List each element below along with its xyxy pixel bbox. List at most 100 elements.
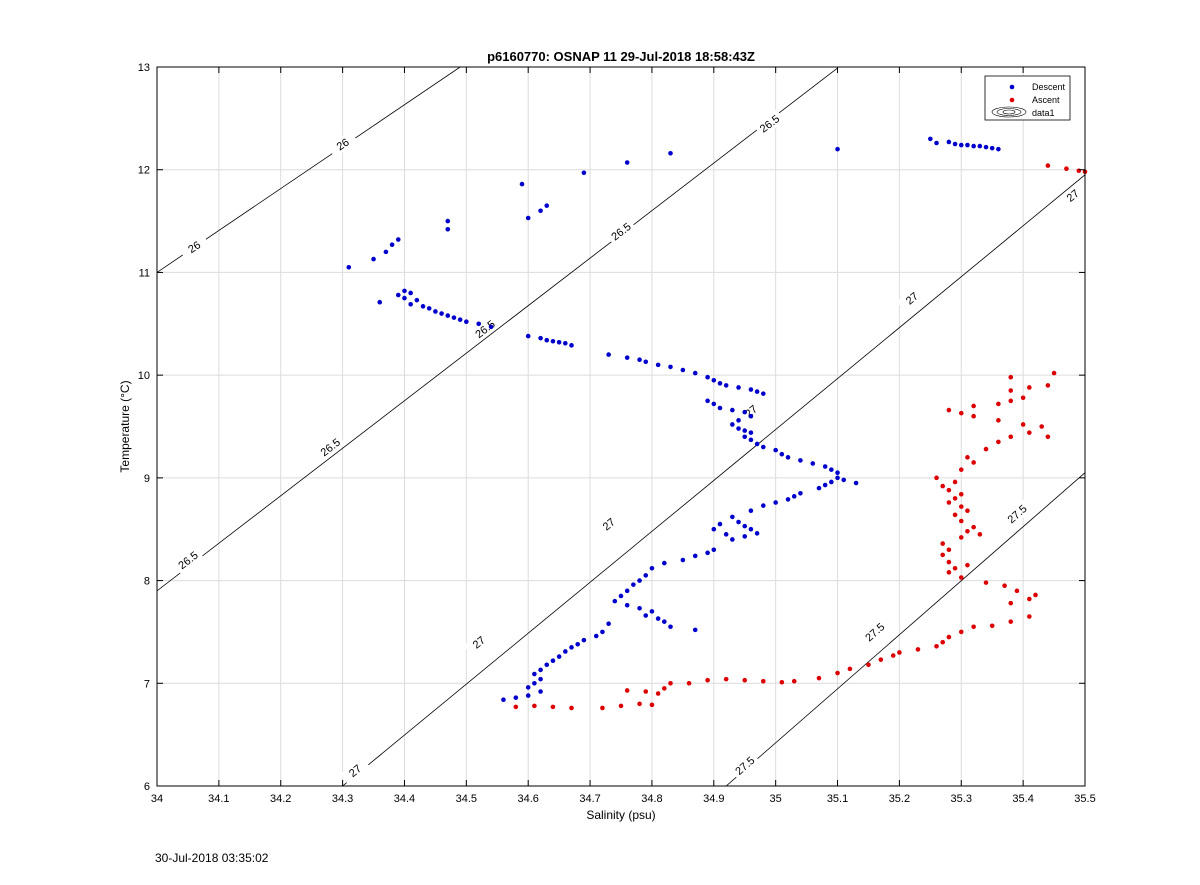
- ascent-point: [958, 467, 964, 472]
- descent-point: [563, 649, 568, 654]
- chart-title: p6160770: OSNAP 11 29-Jul-2018 18:58:43Z: [487, 49, 755, 64]
- descent-point: [680, 557, 686, 563]
- descent-point: [624, 355, 630, 360]
- ascent-point: [1020, 395, 1026, 401]
- y-tick-label: 7: [144, 678, 150, 690]
- x-tick-label: 34.1: [208, 793, 229, 805]
- descent-point: [525, 215, 531, 221]
- descent-point: [748, 508, 754, 514]
- ascent-point: [958, 491, 964, 497]
- descent-point: [785, 455, 791, 460]
- descent-point: [829, 467, 834, 472]
- descent-point: [532, 671, 537, 677]
- descent-point: [402, 295, 407, 301]
- legend: Descent Ascent data1: [984, 75, 1071, 121]
- descent-point: [550, 658, 556, 663]
- ascent-point: [624, 688, 630, 693]
- descent-point: [742, 534, 748, 539]
- descent-point: [655, 362, 661, 368]
- descent-point: [445, 226, 451, 232]
- descent-point: [426, 306, 432, 311]
- ascent-point: [866, 662, 871, 668]
- legend-descent-label: Descent: [1032, 82, 1066, 92]
- contour-label-bg: [735, 396, 767, 426]
- ascent-point: [897, 650, 902, 655]
- ascent-point: [513, 704, 519, 710]
- descent-point: [977, 143, 983, 149]
- ascent-point: [655, 691, 661, 696]
- ascent-point: [952, 496, 958, 501]
- ascent-point: [835, 670, 840, 676]
- descent-point: [575, 641, 580, 647]
- descent-point: [829, 479, 834, 485]
- descent-point: [717, 405, 723, 411]
- descent-point: [748, 413, 754, 419]
- descent-point: [748, 387, 754, 392]
- ascent-point: [971, 413, 976, 419]
- ascent-point: [760, 678, 766, 684]
- descent-point: [538, 208, 543, 214]
- x-tick-label: 35: [770, 793, 782, 805]
- ascent-point: [816, 675, 822, 681]
- descent-point: [742, 434, 748, 440]
- ascent-point: [1064, 166, 1069, 171]
- ascent-series: [513, 163, 1088, 711]
- descent-point: [637, 578, 642, 583]
- contour-label: 26: [186, 239, 203, 256]
- descent-point: [822, 482, 828, 488]
- ascent-point: [1027, 596, 1032, 602]
- y-axis-label: Temperature (°C): [118, 380, 132, 472]
- descent-point: [816, 485, 822, 491]
- ascent-point: [977, 532, 983, 537]
- ascent-point: [1008, 600, 1014, 606]
- x-tick-label: 35.2: [889, 793, 910, 805]
- contour-label-bg: [327, 130, 359, 158]
- ascent-point: [618, 703, 624, 709]
- ascent-point: [983, 446, 989, 452]
- descent-point: [581, 637, 587, 643]
- descent-point: [408, 301, 413, 307]
- ascent-point: [705, 677, 710, 683]
- y-tick-label: 10: [138, 370, 150, 382]
- descent-point: [377, 299, 383, 305]
- descent-point: [383, 249, 389, 255]
- ascent-point: [890, 653, 896, 658]
- ascent-point: [637, 701, 642, 707]
- descent-point: [544, 662, 550, 668]
- descent-point: [791, 494, 797, 499]
- contour-label: 27: [601, 516, 618, 533]
- ascent-point: [1008, 434, 1014, 440]
- descent-point: [692, 627, 698, 633]
- descent-point: [742, 428, 748, 433]
- ascent-point: [958, 535, 964, 540]
- descent-point: [420, 304, 426, 309]
- ascent-point: [779, 679, 785, 685]
- x-tick-label: 34.4: [394, 793, 415, 805]
- descent-point: [773, 500, 778, 505]
- x-axis-label: Salinity (psu): [586, 808, 655, 822]
- descent-point: [538, 676, 543, 682]
- ascent-point: [1027, 385, 1032, 390]
- ascent-point: [940, 483, 946, 489]
- density-contours: 262626.526.526.526.526.527272727272727.5…: [157, 67, 1085, 786]
- descent-point: [569, 343, 574, 348]
- ascent-point: [996, 439, 1001, 445]
- descent-point: [934, 140, 939, 146]
- grid: [156, 66, 1086, 787]
- ascent-point: [996, 418, 1001, 423]
- descent-point: [476, 321, 482, 327]
- contour-label-bg: [339, 756, 371, 785]
- x-tick-label: 34.2: [270, 793, 291, 805]
- ascent-point: [600, 705, 605, 711]
- descent-point: [519, 181, 525, 187]
- descent-point: [346, 264, 352, 270]
- ascent-point: [952, 565, 958, 571]
- descent-point: [822, 464, 828, 469]
- descent-point: [711, 401, 717, 407]
- descent-point: [730, 422, 735, 427]
- descent-point: [538, 667, 543, 673]
- ascent-point: [643, 689, 649, 694]
- x-tick-label: 34.3: [332, 793, 353, 805]
- ascent-point: [965, 455, 970, 460]
